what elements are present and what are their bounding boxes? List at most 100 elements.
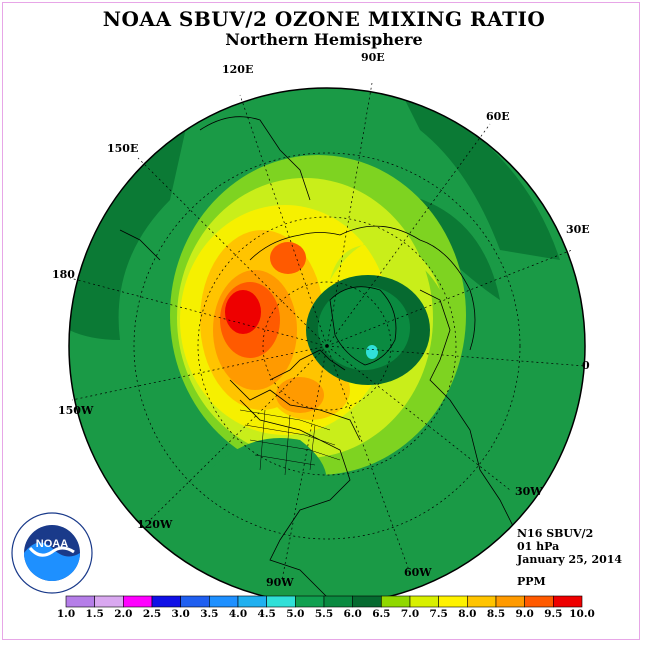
vortex-inner [318, 286, 410, 370]
noaa-logo: NOAA [11, 512, 93, 594]
greenland-outline [329, 286, 397, 366]
logo-bird [28, 546, 75, 557]
aleutian-coast [119, 229, 161, 261]
map-title: NOAA SBUV/2 OZONE MIXING RATIO [102, 7, 546, 31]
lat-circle-3 [133, 152, 521, 540]
colorbar-swatch [467, 595, 497, 608]
colorbar-swatch [295, 595, 325, 608]
colorbar-tick-label: 9.5 [544, 608, 563, 620]
colorbar-swatch [495, 595, 525, 608]
colorbar-tick-label: 3.0 [171, 608, 190, 620]
date-label: January 25, 2014 [517, 553, 623, 566]
asia-coast [199, 116, 311, 201]
colorbar-swatch [65, 595, 95, 608]
lon-label-90w: 90W [266, 576, 294, 589]
pressure-level-label: 01 hPa [517, 540, 560, 553]
lon-label-0: 0 [582, 359, 590, 372]
colorbar-swatch [524, 595, 554, 608]
colorbar-tick-label: 5.0 [286, 608, 305, 620]
meridian-150w [71, 345, 328, 401]
lon-label-60e: 60E [486, 110, 510, 123]
colorbar-tick-label: 5.5 [314, 608, 334, 620]
na-north-coast [229, 379, 361, 441]
state-line-6 [284, 414, 291, 476]
lon-label-150w: 150W [58, 404, 94, 417]
colorbar-tick-label: 9.0 [515, 608, 534, 620]
instrument-label: N16 SBUV/2 [517, 527, 594, 540]
colorbar-swatch [266, 595, 296, 608]
state-line-3 [249, 439, 341, 461]
colorbar-tick-label: 2.5 [142, 608, 162, 620]
dark-band-east [400, 90, 560, 260]
graticule [69, 82, 586, 581]
dark-band-west [69, 110, 190, 340]
field-70-arc [330, 238, 440, 290]
colorbar-tick-label: 7.0 [400, 608, 420, 620]
colorbar-swatch [94, 595, 124, 608]
meridian-30w [326, 345, 511, 491]
colorbar-tick-label: 1.5 [85, 608, 104, 620]
field-95 [225, 290, 261, 334]
colorbar-swatch [438, 595, 468, 608]
logo-text: NOAA [36, 538, 68, 550]
colorbar-tick-label: 7.5 [429, 608, 448, 620]
americas-coast [239, 399, 351, 601]
colorbar-tick-label: 4.0 [228, 608, 248, 620]
colorbar-swatch [381, 595, 411, 608]
vortex-core [366, 345, 378, 359]
siberia-coast [249, 232, 341, 261]
lat-circle-2 [197, 216, 457, 476]
lon-label-150e: 150E [107, 142, 139, 155]
map-subtitle: Northern Hemisphere [225, 30, 423, 49]
meridian-60w [326, 345, 411, 574]
meridian-120w [149, 345, 328, 521]
meridian-60e [326, 123, 491, 347]
field-85-b [276, 377, 324, 413]
lat-circle-1 [262, 281, 392, 411]
lon-label-180: 180 [52, 268, 75, 281]
colorbar-swatch [180, 595, 210, 608]
colorbar-tick-label: 8.5 [486, 608, 506, 620]
colorbar-tick-label: 6.5 [372, 608, 391, 620]
colorbar-swatch [553, 595, 583, 608]
colorbar-tick-label: 4.5 [257, 608, 276, 620]
lon-label-30e: 30E [566, 223, 590, 236]
lon-label-120w: 120W [137, 518, 173, 531]
colorbar-tick-label: 1.0 [56, 608, 76, 620]
eurasia-coast [339, 225, 476, 351]
colorbar-tick-label: 8.0 [458, 608, 477, 620]
meridian-0 [326, 345, 586, 367]
colorbar-swatch [123, 595, 153, 608]
state-line-4 [254, 454, 316, 466]
meridian-30e [326, 249, 573, 347]
state-line-7 [309, 424, 316, 471]
colorbar-tick-label: 2.0 [114, 608, 133, 620]
units-label: PPM [517, 575, 546, 588]
lon-label-90e: 90E [361, 51, 385, 64]
colorbar-swatch [323, 595, 353, 608]
state-line-5 [259, 409, 266, 471]
colorbar-tick-label: 10.0 [569, 608, 595, 620]
meridian-120e [239, 94, 328, 347]
colorbar-swatch [209, 595, 239, 608]
colorbar-swatch [409, 595, 439, 608]
meridian-180 [69, 277, 328, 347]
colorbar-swatch [151, 595, 181, 608]
colorbar-swatch [352, 595, 382, 608]
us-states [239, 409, 341, 476]
state-line-2 [244, 424, 336, 446]
europe-africa-coast [419, 289, 521, 541]
lon-label-60w: 60W [404, 566, 432, 579]
colorbar-tick-label: 3.5 [200, 608, 219, 620]
coastlines [119, 116, 521, 601]
figure-frame [2, 2, 640, 640]
field-lower [210, 438, 327, 510]
colorbar-swatch [237, 595, 267, 608]
colorbar-tick-label: 6.0 [343, 608, 362, 620]
logo-wave [24, 542, 80, 581]
field-90-n [270, 242, 306, 274]
lon-label-120e: 120E [222, 63, 254, 76]
lon-label-30w: 30W [515, 485, 543, 498]
